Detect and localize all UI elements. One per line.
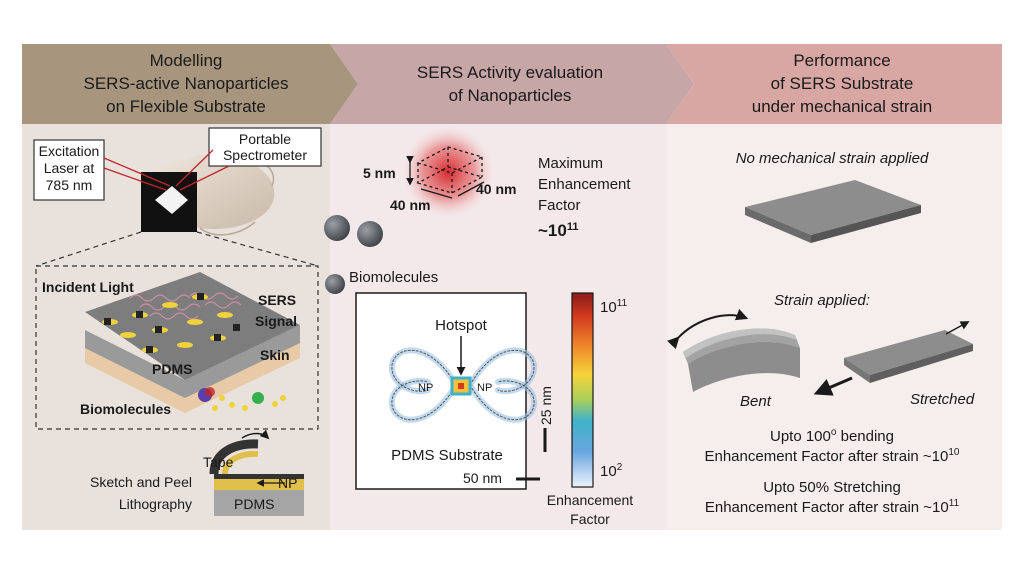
- header2-line2: of Nanoparticles: [449, 86, 572, 105]
- laser-beams: [103, 149, 230, 191]
- scale-50nm-label: 50 nm: [463, 470, 502, 486]
- np-left-label: NP: [418, 382, 433, 394]
- lithography-sketch: [209, 429, 304, 516]
- stretch-text: Upto 50% Stretching: [763, 479, 901, 496]
- dim-40nm-b-label: 40 nm: [476, 181, 516, 197]
- bend-arrow: [667, 308, 749, 350]
- header3-line1: Performance: [793, 51, 890, 70]
- nanosphere-1: [324, 215, 350, 241]
- laser-label-line3: 785 nm: [46, 177, 93, 193]
- dim-40nm-b-arrow: [457, 181, 485, 197]
- hotspot-center: [458, 383, 464, 389]
- litho-label-line1: Sketch and Peel: [90, 474, 192, 490]
- max-ef-line3: Factor: [538, 197, 581, 214]
- np-right-label: NP: [477, 382, 492, 394]
- bend-text: Upto 100o bending: [770, 427, 894, 445]
- max-ef-value: ~1011: [538, 221, 578, 240]
- field-map-pattern: [389, 347, 537, 423]
- max-ef-line1: Maximum: [538, 155, 603, 172]
- laser-label-line2: Laser at: [44, 160, 95, 176]
- stretch-ef-text: Enhancement Factor after strain ~1011: [705, 498, 960, 516]
- nanoparticle-array: [102, 293, 240, 353]
- spectrometer-label-line2: Spectrometer: [223, 147, 307, 163]
- max-ef-exponent: 11: [567, 221, 579, 233]
- panel3-background: [666, 124, 1002, 530]
- laser-label-box: [33, 139, 105, 201]
- litho-pdms-label: PDMS: [234, 496, 274, 512]
- bent-label: Bent: [740, 393, 772, 410]
- colorbar-max-label: 1011: [600, 298, 628, 316]
- colorbar-min-label: 102: [600, 462, 623, 480]
- tape-label: Tape: [203, 454, 234, 470]
- colorbar-title-line2: Factor: [570, 511, 610, 527]
- no-strain-label: No mechanical strain applied: [736, 150, 929, 167]
- max-ef-line2: Enhancement: [538, 176, 631, 193]
- header1-line3: on Flexible Substrate: [106, 97, 266, 116]
- skin-label: Skin: [260, 347, 290, 363]
- dim-5nm-label: 5 nm: [363, 165, 396, 181]
- nanosphere-3: [325, 274, 345, 294]
- np-label: NP: [278, 475, 297, 491]
- bend-ef-text: Enhancement Factor after strain ~1010: [704, 447, 959, 465]
- incident-light-label: Incident Light: [42, 279, 134, 295]
- header-panel3: [666, 44, 1002, 124]
- pdms-substrate-label: PDMS Substrate: [391, 447, 503, 464]
- biomolecules-label: Biomolecules: [80, 401, 171, 417]
- header3-line3: under mechanical strain: [752, 97, 932, 116]
- spectrometer-label-line1: Portable: [239, 131, 291, 147]
- stretch-arrow-down: [813, 376, 853, 396]
- header3-line2: of SERS Substrate: [771, 74, 914, 93]
- header-panel2: [330, 44, 694, 124]
- header1-line2: SERS-active Nanoparticles: [83, 74, 288, 93]
- nanosphere-2: [357, 221, 383, 247]
- colorbar: [571, 292, 594, 488]
- header2-line1: SERS Activity evaluation: [417, 63, 603, 82]
- zoom-lines: [35, 231, 319, 430]
- header-panel1: [22, 44, 358, 124]
- spectrometer-label-box: [208, 127, 322, 167]
- stretched-label: Stretched: [910, 391, 975, 408]
- hotspot-label: Hotspot: [435, 317, 488, 334]
- flat-substrate: [745, 180, 921, 243]
- sers-signal-line1: SERS: [258, 292, 296, 308]
- substrate-layers: [85, 272, 300, 413]
- pdms-label: PDMS: [152, 361, 192, 377]
- stretch-arrow-up: [945, 321, 970, 335]
- laser-label-line1: Excitation: [39, 143, 100, 159]
- nanoparticle-box: [416, 146, 484, 194]
- stretched-substrate: [844, 330, 973, 383]
- dim-40nm-a-label: 40 nm: [390, 197, 430, 213]
- biomolecule-dots: [198, 387, 286, 411]
- dim-40nm-a-arrow: [420, 188, 453, 199]
- sers-signal-line2: Signal: [255, 313, 297, 329]
- litho-label-line2: Lithography: [119, 496, 192, 512]
- strain-applied-label: Strain applied:: [774, 292, 870, 309]
- scale-25nm-label: 25 nm: [538, 386, 554, 425]
- colorbar-title-line1: Enhancement: [547, 492, 634, 508]
- header1-line1: Modelling: [150, 51, 223, 70]
- sensor-glow: [155, 186, 188, 214]
- biomolecules-label-panel2: Biomolecules: [349, 269, 438, 286]
